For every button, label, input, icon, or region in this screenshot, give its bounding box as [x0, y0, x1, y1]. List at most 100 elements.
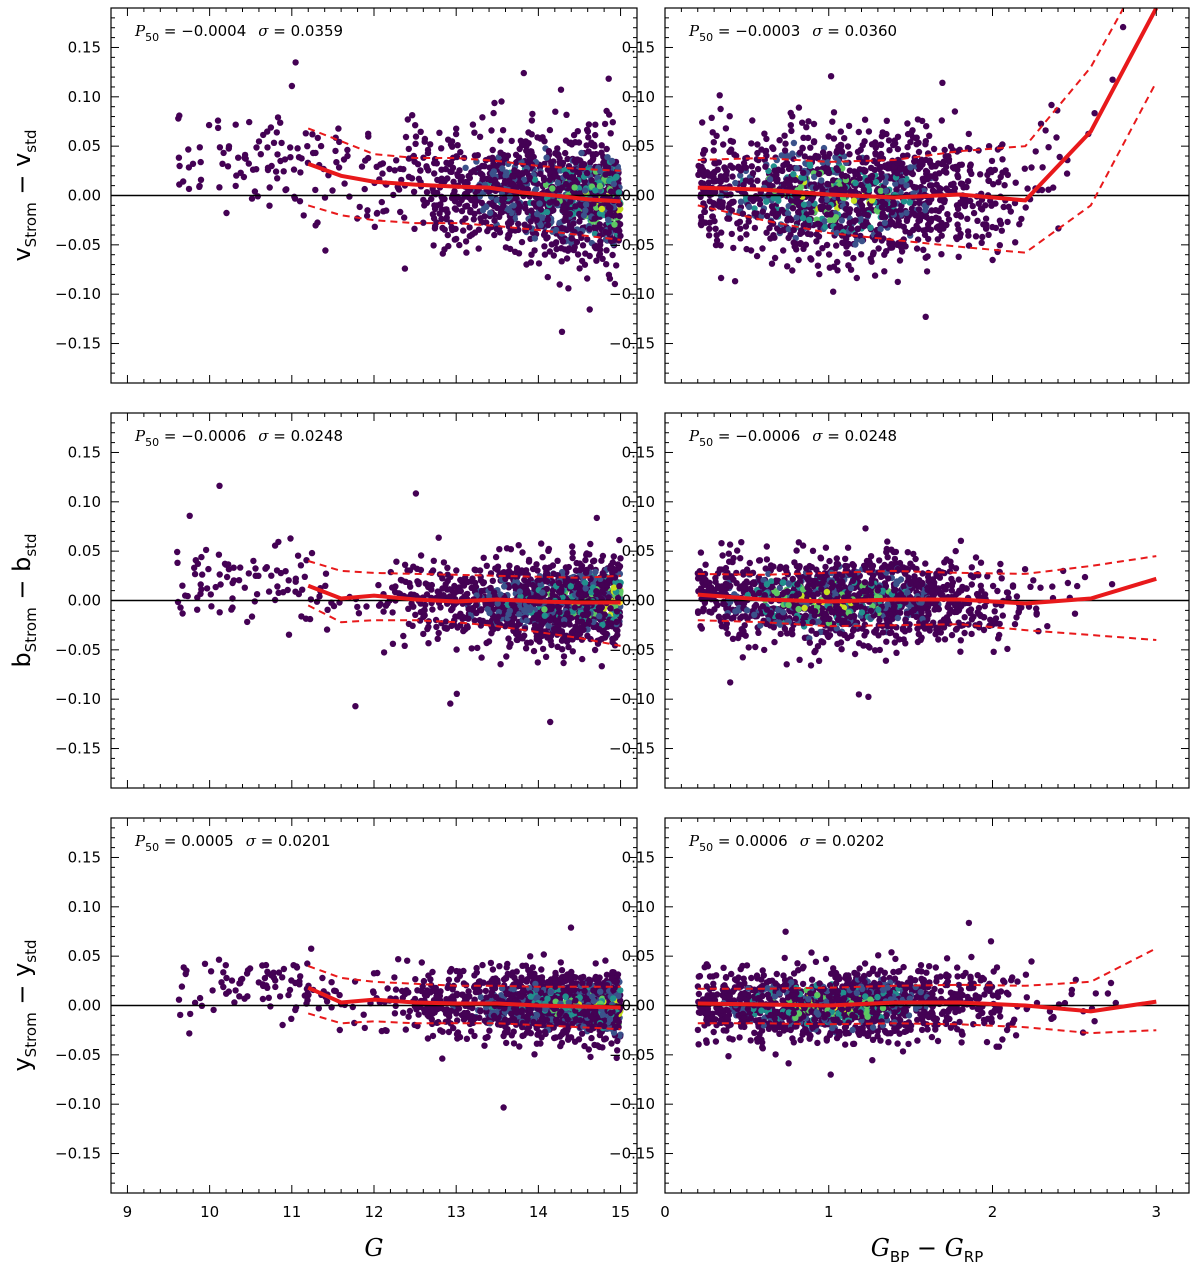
hexbin-point	[919, 570, 926, 577]
hexbin-point	[786, 177, 794, 185]
hexbin-point	[719, 552, 726, 559]
hexbin-point	[445, 242, 452, 250]
hexbin-point	[417, 167, 424, 174]
hexbin-point	[749, 117, 756, 124]
hexbin-point	[751, 205, 758, 212]
hexbin-point	[288, 82, 296, 90]
hexbin-point	[176, 162, 183, 170]
hexbin-point	[698, 217, 705, 224]
hexbin-point	[616, 536, 623, 544]
hexbin-point	[893, 186, 900, 193]
hexbin-point	[570, 633, 578, 641]
hexbin-point	[1064, 579, 1072, 587]
hexbin-point	[572, 203, 579, 210]
hexbin-point	[453, 567, 460, 574]
hexbin-point	[255, 138, 263, 145]
hexbin-point	[917, 211, 924, 218]
hexbin-point	[431, 205, 439, 213]
hexbin-point	[262, 565, 269, 572]
hexbin-point	[902, 228, 909, 235]
hexbin-point	[583, 550, 590, 557]
lower-percentile-line	[307, 204, 621, 241]
hexbin-point	[456, 200, 463, 207]
hexbin-point	[249, 166, 257, 173]
hexbin-point	[196, 183, 203, 190]
hexbin-point	[591, 215, 598, 222]
hexbin-point	[722, 125, 730, 132]
hexbin-point	[586, 252, 593, 260]
hexbin-point	[539, 589, 546, 596]
hexbin-point	[989, 223, 996, 231]
hexbin-point	[894, 156, 902, 164]
hexbin-point	[573, 238, 581, 246]
hexbin-point	[502, 575, 509, 583]
hexbin-point	[582, 585, 589, 592]
hexbin-point	[516, 588, 523, 595]
hexbin-point	[1071, 610, 1079, 617]
hexbin-point	[1091, 110, 1098, 117]
hexbin-point	[995, 179, 1002, 186]
hexbin-point	[728, 146, 735, 153]
hexbin-point	[897, 206, 904, 213]
hexbin-point	[943, 169, 950, 176]
hexbin-point	[569, 549, 576, 556]
hexbin-point	[444, 175, 451, 182]
hexbin-point	[395, 590, 403, 597]
hexbin-point	[214, 124, 222, 132]
hexbin-point	[405, 605, 412, 612]
hexbin-point	[424, 625, 431, 633]
hexbin-point	[216, 184, 223, 191]
hexbin-point	[361, 185, 368, 193]
hexbin-point	[570, 220, 577, 227]
hexbin-point	[764, 212, 771, 220]
hexbin-point	[833, 229, 841, 237]
hexbin-point	[578, 149, 585, 157]
hexbin-point	[575, 139, 583, 146]
hexbin-point	[452, 130, 460, 138]
hexbin-point	[274, 151, 281, 158]
hexbin-point	[520, 583, 527, 590]
hexbin-point	[863, 154, 870, 162]
hexbin-point	[589, 156, 596, 164]
hexbin-point	[412, 490, 420, 497]
hexbin-point	[933, 224, 940, 231]
hexbin-point	[803, 124, 810, 131]
hexbin-point	[560, 653, 568, 660]
hexbin-point	[995, 635, 1002, 642]
hexbin-point	[522, 645, 530, 652]
hexbin-point	[928, 182, 935, 189]
hexbin-point	[977, 559, 985, 566]
hexbin-point	[176, 181, 183, 188]
hexbin-point	[453, 153, 461, 161]
hexbin-point	[852, 171, 859, 178]
hexbin-point	[943, 221, 950, 229]
hexbin-point	[425, 640, 432, 647]
hexbin-point	[922, 141, 929, 148]
hexbin-point	[393, 558, 400, 565]
hexbin-point	[435, 534, 442, 541]
hexbin-point	[446, 593, 453, 601]
hexbin-point	[790, 171, 797, 178]
hexbin-point	[576, 566, 584, 574]
hexbin-point	[194, 606, 201, 613]
hexbin-point	[833, 147, 841, 154]
hexbin-point	[867, 164, 875, 172]
y-tick-label: 0.10	[68, 493, 101, 511]
hexbin-point	[525, 556, 533, 564]
hexbin-point	[938, 204, 945, 211]
hexbin-point	[740, 181, 747, 189]
y-tick-label: 0.00	[68, 187, 101, 205]
hexbin-point	[890, 141, 897, 149]
hexbin-point	[514, 636, 521, 644]
hexbin-point	[867, 224, 874, 231]
stats-annotation: P50 = −0.0004 σ = 0.0359	[134, 22, 343, 44]
hexbin-point	[450, 617, 458, 625]
hexbin-point	[346, 193, 353, 200]
hexbin-point	[825, 133, 832, 140]
hexbin-point	[822, 223, 829, 230]
hexbin-point	[984, 171, 991, 179]
hexbin-point	[537, 222, 544, 229]
hexbin-point	[830, 135, 838, 142]
hexbin-point	[775, 166, 782, 173]
hexbin-point	[883, 248, 890, 255]
